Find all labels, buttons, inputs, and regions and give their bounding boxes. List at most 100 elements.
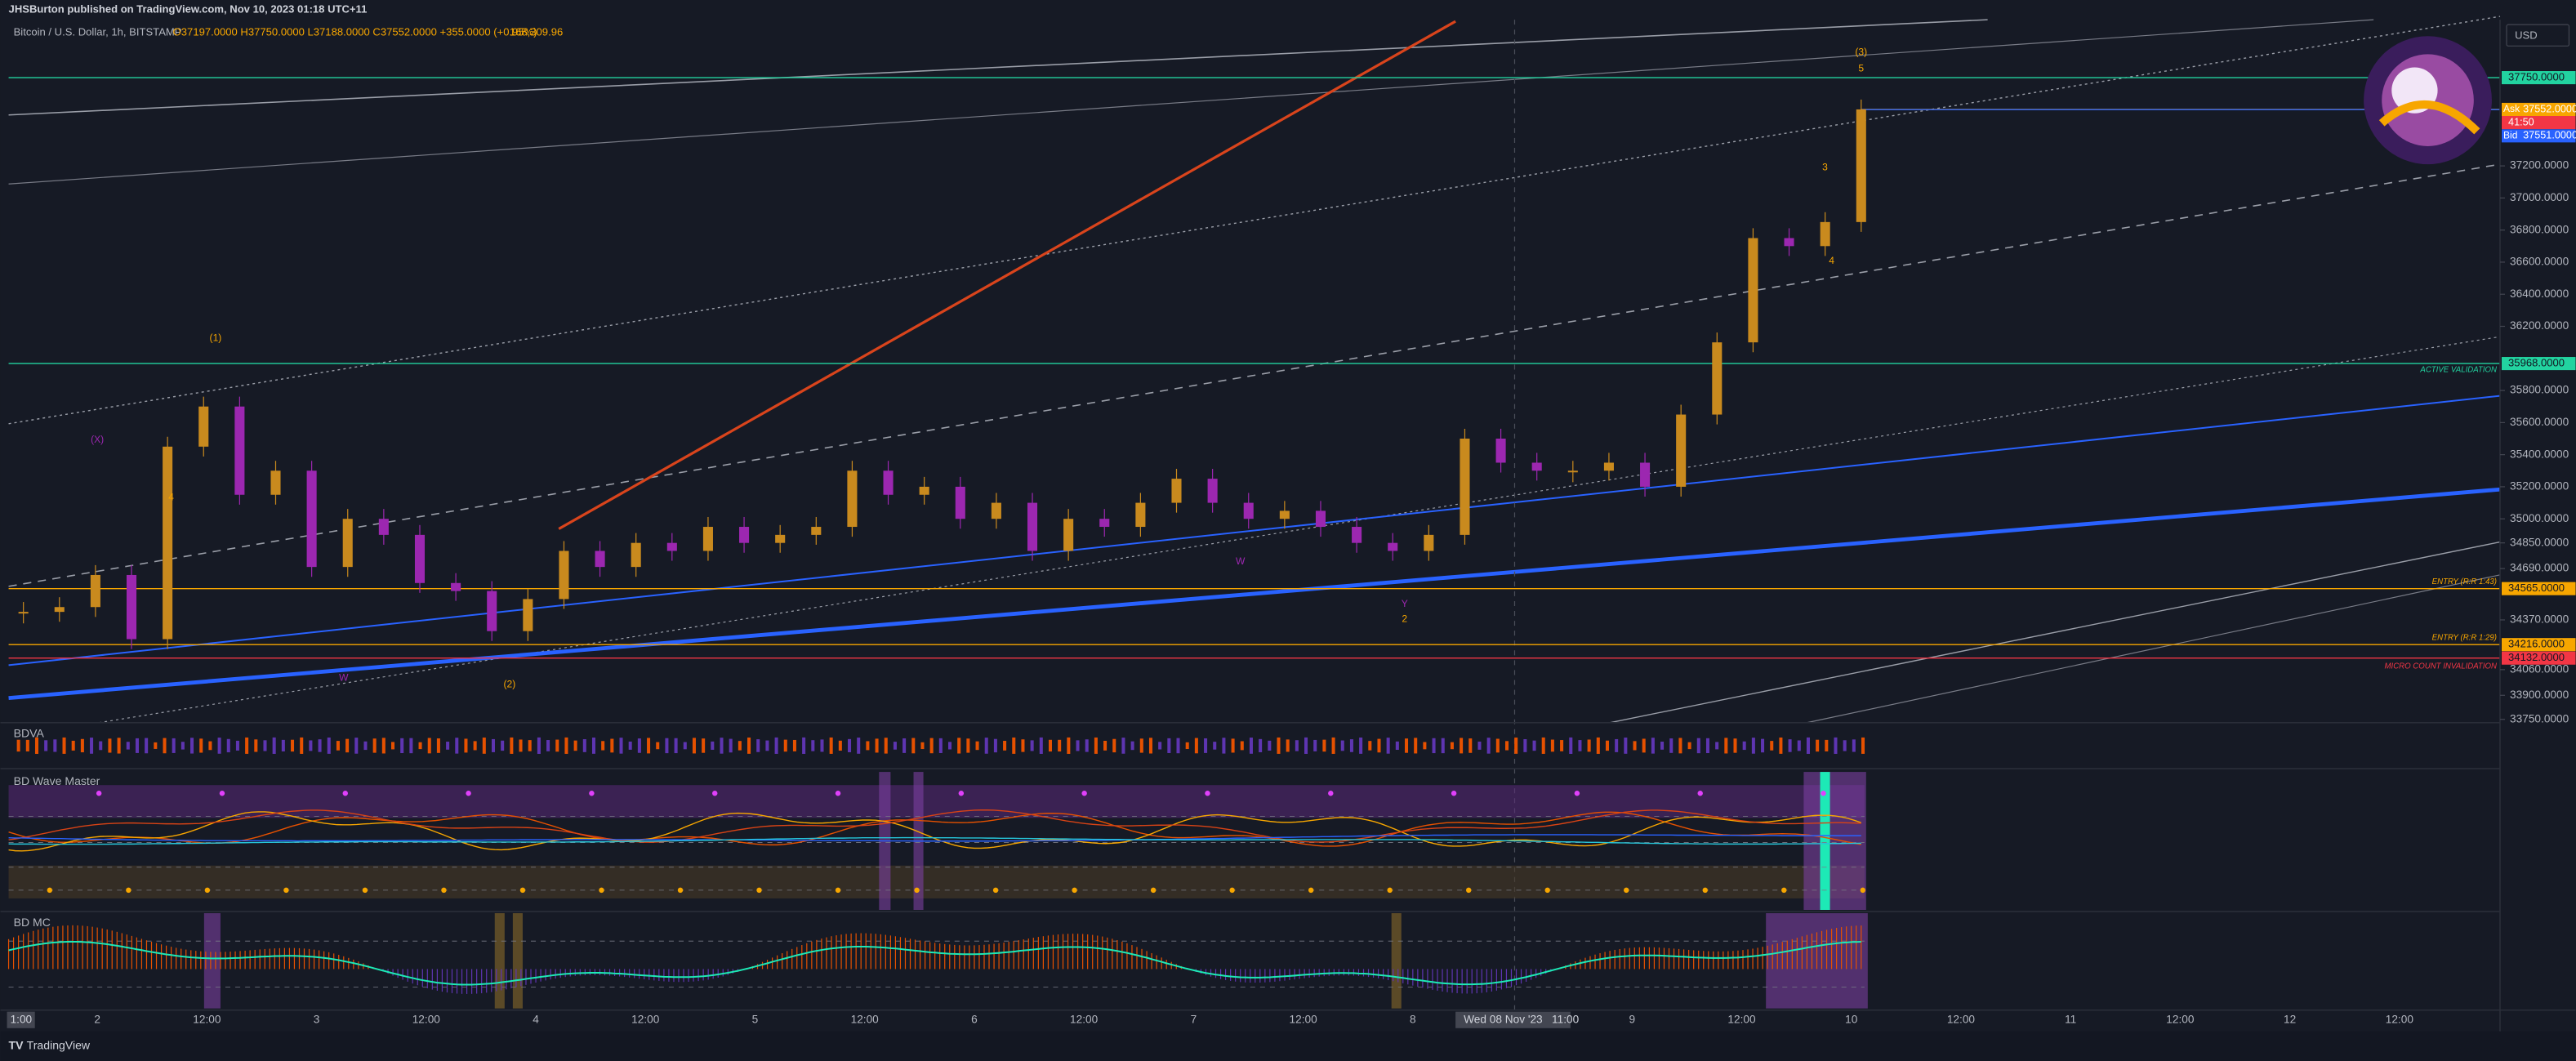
- price-tick-label: 33750.0000: [2510, 712, 2569, 724]
- volume-bar: [1277, 737, 1281, 754]
- dot: [589, 791, 595, 796]
- volume-bar: [820, 739, 824, 752]
- volume-bar: [427, 738, 431, 754]
- candle: [1640, 462, 1651, 487]
- volume-bar: [610, 738, 614, 753]
- volume-bar: [1204, 738, 1208, 753]
- dot: [342, 791, 348, 796]
- volume-bar: [984, 738, 988, 754]
- volume-bar: [619, 738, 623, 754]
- volume-bar: [263, 740, 267, 751]
- volume-bar: [875, 738, 879, 753]
- volume-bar: [683, 742, 687, 750]
- volume-bar: [354, 738, 359, 754]
- dot: [677, 887, 684, 894]
- dot: [1544, 887, 1550, 894]
- volume-bar: [327, 737, 331, 754]
- volume-bar: [235, 740, 239, 751]
- axes: 37200.0000 37000.0000 36800.0000 36600.0000…: [0, 20, 2576, 1032]
- publisher: JHSBurton published on TradingView.com, …: [9, 3, 368, 16]
- dot: [1451, 791, 1457, 796]
- candle: [739, 527, 750, 543]
- channel-line: [8, 19, 2374, 185]
- volume-bar: [154, 742, 158, 749]
- candle: [595, 551, 605, 568]
- volume-bar: [1432, 738, 1436, 754]
- candle: [1531, 462, 1542, 471]
- time-tick-label: 12:00: [412, 1013, 441, 1025]
- volume-bar: [1733, 738, 1737, 753]
- volume-bar: [938, 738, 943, 753]
- volume-bar: [309, 740, 313, 751]
- volume-bar: [1633, 741, 1637, 751]
- volume-bar: [1742, 741, 1746, 751]
- annotations: ACTIVE VALIDATION ENTRY (R:R 1:43) ENTRY (…: [91, 47, 2497, 690]
- volume-bar: [1222, 738, 1226, 754]
- time-tick-label: 12:00: [2386, 1013, 2414, 1025]
- volume-bar: [254, 739, 258, 752]
- volume-bar: [145, 738, 149, 754]
- dot: [958, 791, 965, 796]
- volume-bar: [455, 738, 459, 754]
- volume-bar: [1067, 737, 1071, 754]
- volume-bar: [1158, 742, 1162, 750]
- volume-bar: [53, 739, 57, 752]
- candles: [18, 99, 1866, 649]
- volume-bar: [857, 738, 861, 754]
- footer-bg: [0, 1031, 2576, 1061]
- marker-label: 34216.0000: [2508, 638, 2565, 650]
- candle: [1207, 479, 1218, 503]
- oscillator-line: [8, 834, 1861, 842]
- volume-bar: [336, 741, 340, 751]
- volume-bar: [628, 741, 632, 750]
- price-marker: [2502, 638, 2576, 652]
- volume-bar: [674, 738, 678, 754]
- volume-bar: [546, 740, 550, 751]
- wave-label: 4: [1829, 255, 1834, 266]
- candle: [1063, 519, 1074, 551]
- candle: [919, 486, 929, 495]
- volume-bar: [929, 738, 934, 754]
- currency-box[interactable]: [2506, 24, 2570, 47]
- price-tick-label: 34370.0000: [2510, 613, 2569, 626]
- volume-bar: [647, 738, 651, 754]
- ohlc: O37197.0000 H37750.0000 L37188.0000 C375…: [173, 26, 537, 38]
- price-tick-label: 35200.0000: [2510, 480, 2569, 493]
- volume-bar: [702, 738, 706, 753]
- price-tick-label: 34850.0000: [2510, 536, 2569, 548]
- volume-bar: [1176, 738, 1180, 754]
- candle: [1820, 221, 1830, 247]
- dot: [466, 791, 471, 796]
- candle: [1027, 502, 1038, 551]
- countdown: 41:50: [2508, 116, 2534, 127]
- time-tick-label: 8: [1410, 1013, 1416, 1025]
- volume-bar: [1423, 742, 1427, 750]
- volume-bar: [829, 737, 833, 754]
- volume-bar: [1779, 737, 1783, 754]
- currency[interactable]: USD: [2515, 29, 2538, 42]
- volume-bar: [34, 737, 38, 754]
- candle: [1171, 479, 1182, 503]
- highlight: [1391, 913, 1402, 1009]
- volume-bar: [1148, 738, 1152, 754]
- volume-bar: [473, 741, 477, 751]
- volume-bar: [1304, 737, 1308, 754]
- volume-bar: [1504, 741, 1509, 751]
- volume-bar: [1313, 739, 1317, 751]
- dot: [219, 791, 225, 796]
- volume-bar: [62, 737, 66, 754]
- volume-bar: [1587, 739, 1591, 752]
- price-tick-label: 36200.0000: [2510, 319, 2569, 332]
- candle: [523, 599, 533, 631]
- volume-bar: [1596, 737, 1600, 754]
- volume-bar: [1349, 739, 1353, 752]
- candle: [1603, 462, 1614, 471]
- volume-bar: [1669, 738, 1674, 753]
- volume-bar: [866, 741, 870, 751]
- volume-bar: [163, 738, 167, 754]
- volume-bar: [1030, 740, 1034, 751]
- volume-bar: [1322, 739, 1326, 752]
- price-tick-label: 35800.0000: [2510, 384, 2569, 396]
- volume-bar: [1167, 738, 1171, 753]
- volume-bar: [71, 740, 75, 751]
